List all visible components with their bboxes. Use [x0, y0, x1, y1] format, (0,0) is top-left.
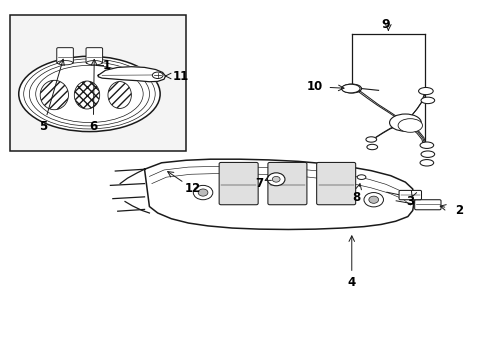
Text: 1: 1 [103, 59, 111, 72]
Ellipse shape [356, 175, 365, 180]
Ellipse shape [420, 151, 434, 157]
Ellipse shape [341, 84, 361, 93]
Ellipse shape [19, 56, 160, 132]
Ellipse shape [419, 142, 433, 148]
Ellipse shape [419, 159, 433, 166]
Text: 2: 2 [454, 204, 462, 217]
Circle shape [267, 173, 285, 186]
FancyBboxPatch shape [398, 190, 421, 200]
Polygon shape [98, 67, 165, 82]
Circle shape [363, 193, 383, 207]
Ellipse shape [57, 60, 73, 65]
Ellipse shape [418, 87, 432, 95]
FancyBboxPatch shape [219, 162, 258, 205]
Circle shape [198, 189, 207, 196]
Text: 11: 11 [173, 69, 189, 82]
Ellipse shape [420, 97, 434, 104]
Text: 3: 3 [406, 195, 413, 208]
Text: 12: 12 [185, 183, 201, 195]
FancyBboxPatch shape [414, 200, 440, 210]
Ellipse shape [86, 60, 102, 65]
Ellipse shape [397, 119, 422, 132]
Text: 10: 10 [306, 80, 323, 93]
FancyBboxPatch shape [316, 162, 355, 205]
Text: 9: 9 [381, 18, 389, 31]
Text: 6: 6 [89, 120, 97, 133]
Ellipse shape [152, 72, 163, 78]
Text: 7: 7 [255, 177, 263, 190]
Circle shape [368, 196, 378, 203]
Text: 4: 4 [347, 276, 355, 289]
Ellipse shape [341, 84, 359, 93]
Polygon shape [144, 159, 413, 229]
Ellipse shape [389, 114, 420, 131]
Text: 5: 5 [40, 120, 48, 133]
Bar [10, 15, 185, 151]
Ellipse shape [366, 144, 377, 150]
FancyBboxPatch shape [86, 48, 102, 63]
Circle shape [193, 185, 212, 200]
Ellipse shape [365, 137, 376, 142]
Circle shape [272, 176, 280, 182]
FancyBboxPatch shape [57, 48, 73, 63]
Text: 8: 8 [352, 192, 360, 204]
FancyBboxPatch shape [267, 162, 306, 205]
